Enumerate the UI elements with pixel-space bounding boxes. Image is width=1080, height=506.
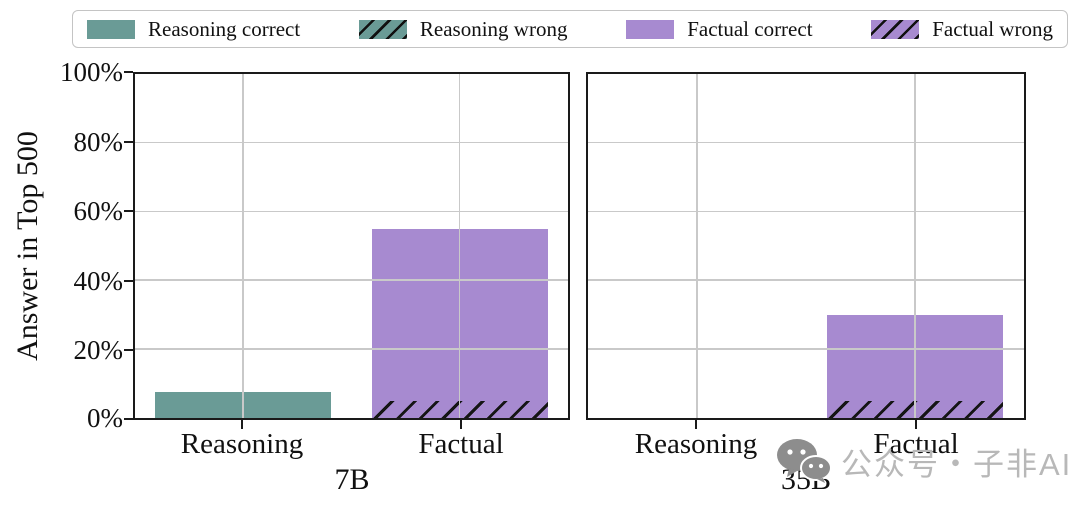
legend-swatch-teal-solid [87,19,135,39]
gridline-40pct [588,279,1024,281]
y-tick-label-0: 0% [87,403,123,433]
gridline-factual [914,74,916,418]
legend-item-reasoning-wrong: Reasoning wrong [358,16,568,42]
legend-swatch-teal-hatched [358,19,407,39]
legend-label: Reasoning wrong [419,16,568,41]
gridline-60pct [588,210,1024,213]
y-tick-mark [124,71,133,73]
y-tick-mark [124,349,133,351]
y-axis-label: Answer in Top 500 [11,131,44,361]
gridline-80pct [588,141,1024,144]
x-tick-mark [241,420,243,429]
x-tick-label-35b-factual: Factual [873,428,959,460]
x-tick-mark [460,420,462,429]
gridline-80pct [135,141,568,144]
legend-swatch-purple-hatched [871,19,920,39]
y-tick-mark [124,141,133,143]
gridline-reasoning [696,74,698,418]
x-tick-mark [695,420,697,429]
legend: Reasoning correct Reasoning wrong Factua… [72,10,1068,48]
y-tick-label-20: 20% [73,335,124,365]
y-tick-mark [124,418,133,420]
wechat-icon [777,439,832,483]
x-tick-label-7b-reasoning: Reasoning [180,428,304,460]
legend-label: Factual wrong [932,16,1053,41]
gridline-60pct [135,210,568,213]
y-tick-label-100: 100% [60,57,123,87]
gridline-20pct [135,348,568,350]
y-tick-label-80: 80% [73,127,124,157]
x-axis-label-7b: 7B [334,463,370,496]
gridline-reasoning [242,74,244,418]
legend-item-factual-wrong: Factual wrong [871,17,1053,42]
legend-item-factual-correct: Factual correct [626,16,813,42]
x-tick-label-7b-factual: Factual [418,428,504,460]
y-tick-mark [124,280,133,282]
legend-label: Reasoning correct [148,16,301,41]
gridline-factual [458,74,461,418]
subplot-35b [586,72,1026,420]
legend-label: Factual correct [687,16,813,41]
watermark: 公众号・子非AI [775,438,1072,484]
watermark-text: 公众号・子非AI [841,446,1073,482]
y-tick-label-60: 60% [73,196,124,226]
x-tick-label-35b-reasoning: Reasoning [634,428,758,460]
gridline-20pct [588,348,1024,350]
legend-swatch-purple-solid [626,19,675,39]
subplot-7b [133,72,570,420]
legend-item-reasoning-correct: Reasoning correct [87,17,300,42]
y-tick-mark [124,210,133,212]
x-tick-mark [915,420,917,429]
gridline-40pct [135,279,568,281]
y-tick-label-40: 40% [73,266,124,296]
